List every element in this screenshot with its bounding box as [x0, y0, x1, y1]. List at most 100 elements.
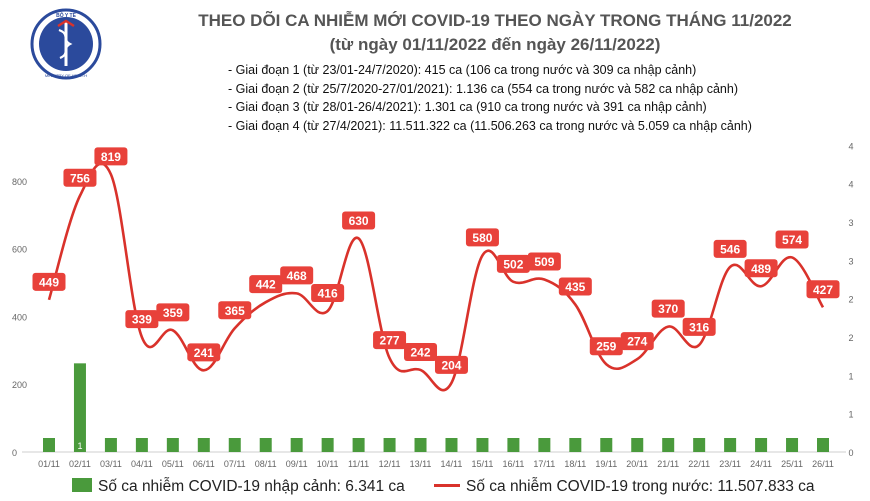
stage-summary-3: - Giai đoạn 3 (từ 28/01-26/4/2021): 1.30… [228, 100, 707, 114]
line-data-label-box [187, 343, 221, 362]
bar-data-label: 1 [77, 441, 82, 451]
right-axis-tick-label: 0 [848, 448, 853, 458]
left-axis-tick-label: 600 [12, 245, 27, 255]
x-axis-tick-label: 25/11 [781, 459, 803, 469]
bar-12/11 [383, 438, 396, 452]
bar-08/11 [259, 438, 272, 452]
line-data-label: 502 [503, 257, 523, 271]
legend-bar: Số ca nhiễm COVID-19 nhập cảnh: 6.341 ca [72, 478, 405, 496]
line-data-label-box [404, 342, 438, 361]
x-axis-tick-label: 22/11 [688, 459, 710, 469]
line-data-label-box [558, 277, 592, 296]
x-axis-tick-label: 04/11 [131, 459, 153, 469]
bar-16/11 [507, 438, 520, 452]
domestic-cases-line [47, 162, 825, 392]
bar-07/11 [228, 438, 241, 452]
line-data-label-box [744, 259, 778, 278]
bar-13/11 [414, 438, 427, 452]
right-axis-tick-label: 1 [848, 410, 853, 420]
line-data-label-box [620, 332, 654, 351]
covid-chart: 0 200 400 600 800 0 1 1 2 2 3 3 4 4 1 449 756 819 339 359 24… [12, 141, 854, 469]
x-axis-tick-label: 19/11 [595, 459, 617, 469]
bar-01/11 [43, 438, 55, 452]
bar-26/11 [817, 438, 829, 452]
left-axis-tick-label: 200 [12, 380, 27, 390]
line-data-label-box [682, 317, 716, 336]
x-axis-tick-label: 12/11 [379, 459, 401, 469]
line-data-label: 365 [225, 304, 245, 318]
line-data-label: 242 [411, 345, 431, 359]
line-data-label: 204 [441, 358, 461, 372]
line-data-label-box [342, 211, 376, 230]
stage-summary-4: - Giai đoạn 4 (từ 27/4/2021): 11.511.322… [228, 118, 752, 133]
x-axis-tick-label: 06/11 [193, 459, 215, 469]
line-data-label-box [713, 239, 747, 258]
x-axis-tick-label: 02/11 [69, 459, 91, 469]
stage-summary-1: - Giai đoạn 1 (từ 23/01-24/7/2020): 415 … [228, 63, 697, 77]
line-data-label: 259 [596, 340, 616, 354]
line-data-label: 241 [194, 346, 214, 360]
line-data-label: 489 [751, 262, 771, 276]
line-data-label-box [311, 283, 345, 302]
line-data-label: 449 [39, 275, 59, 289]
line-data-label-box [125, 310, 159, 329]
bar-04/11 [135, 438, 148, 452]
bar-02/11 [73, 363, 86, 452]
x-axis-tick-label: 10/11 [317, 459, 339, 469]
x-axis-tick-label: 01/11 [38, 459, 60, 469]
bar-22/11 [693, 438, 706, 452]
line-data-label: 339 [132, 313, 152, 327]
line-data-label: 277 [380, 334, 400, 348]
x-axis-tick-label: 23/11 [719, 459, 741, 469]
line-data-label-box [280, 266, 314, 285]
bar-06/11 [197, 438, 210, 452]
x-axis-tick-label: 20/11 [626, 459, 648, 469]
ministry-of-health-logo: BỘ Y TẾ MINISTRY OF HEALTH [30, 8, 102, 80]
x-axis-tick-label: 18/11 [564, 459, 586, 469]
stage-summary-2: - Giai đoạn 2 (từ 25/7/2020-27/01/2021):… [228, 81, 738, 96]
legend-line: Số ca nhiễm COVID-19 trong nước: 11.507.… [434, 478, 815, 496]
x-axis-tick-label: 05/11 [162, 459, 184, 469]
line-data-label-box [373, 331, 407, 350]
stage-summary-list: - Giai đoạn 1 (từ 23/01-24/7/2020): 415 … [228, 61, 752, 135]
line-data-label-box [651, 299, 685, 318]
x-axis-tick-label: 07/11 [224, 459, 246, 469]
line-data-label: 580 [472, 231, 492, 245]
left-axis-tick-label: 400 [12, 312, 27, 322]
line-data-label: 370 [658, 302, 678, 316]
bar-24/11 [755, 438, 768, 452]
chart-title: THEO DÕI CA NHIỄM MỚI COVID-19 THEO NGÀY… [198, 11, 792, 30]
x-axis-tick-label: 13/11 [410, 459, 432, 469]
x-axis-tick-label: 24/11 [750, 459, 772, 469]
x-axis-tick-label: 14/11 [441, 459, 463, 469]
line-data-label: 630 [349, 214, 369, 228]
x-axis-tick-label: 03/11 [100, 459, 122, 469]
legend-line-label: Số ca nhiễm COVID-19 trong nước: 11.507.… [466, 478, 815, 495]
bar-03/11 [104, 438, 117, 452]
legend-bar-swatch [72, 478, 92, 492]
x-axis-tick-label: 15/11 [472, 459, 494, 469]
x-axis-tick-label: 17/11 [533, 459, 555, 469]
bar-17/11 [538, 438, 551, 452]
line-data-label-box [806, 280, 840, 299]
svg-text:BỘ Y TẾ: BỘ Y TẾ [56, 11, 76, 19]
line-data-label: 546 [720, 242, 740, 256]
right-axis-tick-label: 2 [848, 333, 853, 343]
line-data-label: 416 [318, 286, 338, 300]
x-axis-tick-label: 09/11 [286, 459, 308, 469]
x-axis-tick-label: 11/11 [348, 459, 369, 469]
right-axis-tick-label: 4 [848, 141, 853, 151]
right-axis-tick-label: 3 [848, 218, 853, 228]
svg-text:MINISTRY OF HEALTH: MINISTRY OF HEALTH [45, 73, 87, 78]
line-data-label: 427 [813, 283, 833, 297]
right-axis-tick-label: 3 [848, 256, 853, 266]
line-data-label-box [63, 168, 97, 187]
line-data-label: 819 [101, 150, 121, 164]
bar-09/11 [290, 438, 303, 452]
line-data-label: 756 [70, 171, 90, 185]
x-axis-tick-label: 16/11 [502, 459, 524, 469]
line-data-label-box [775, 230, 809, 249]
line-data-label-box [32, 272, 66, 291]
bar-11/11 [352, 438, 365, 452]
